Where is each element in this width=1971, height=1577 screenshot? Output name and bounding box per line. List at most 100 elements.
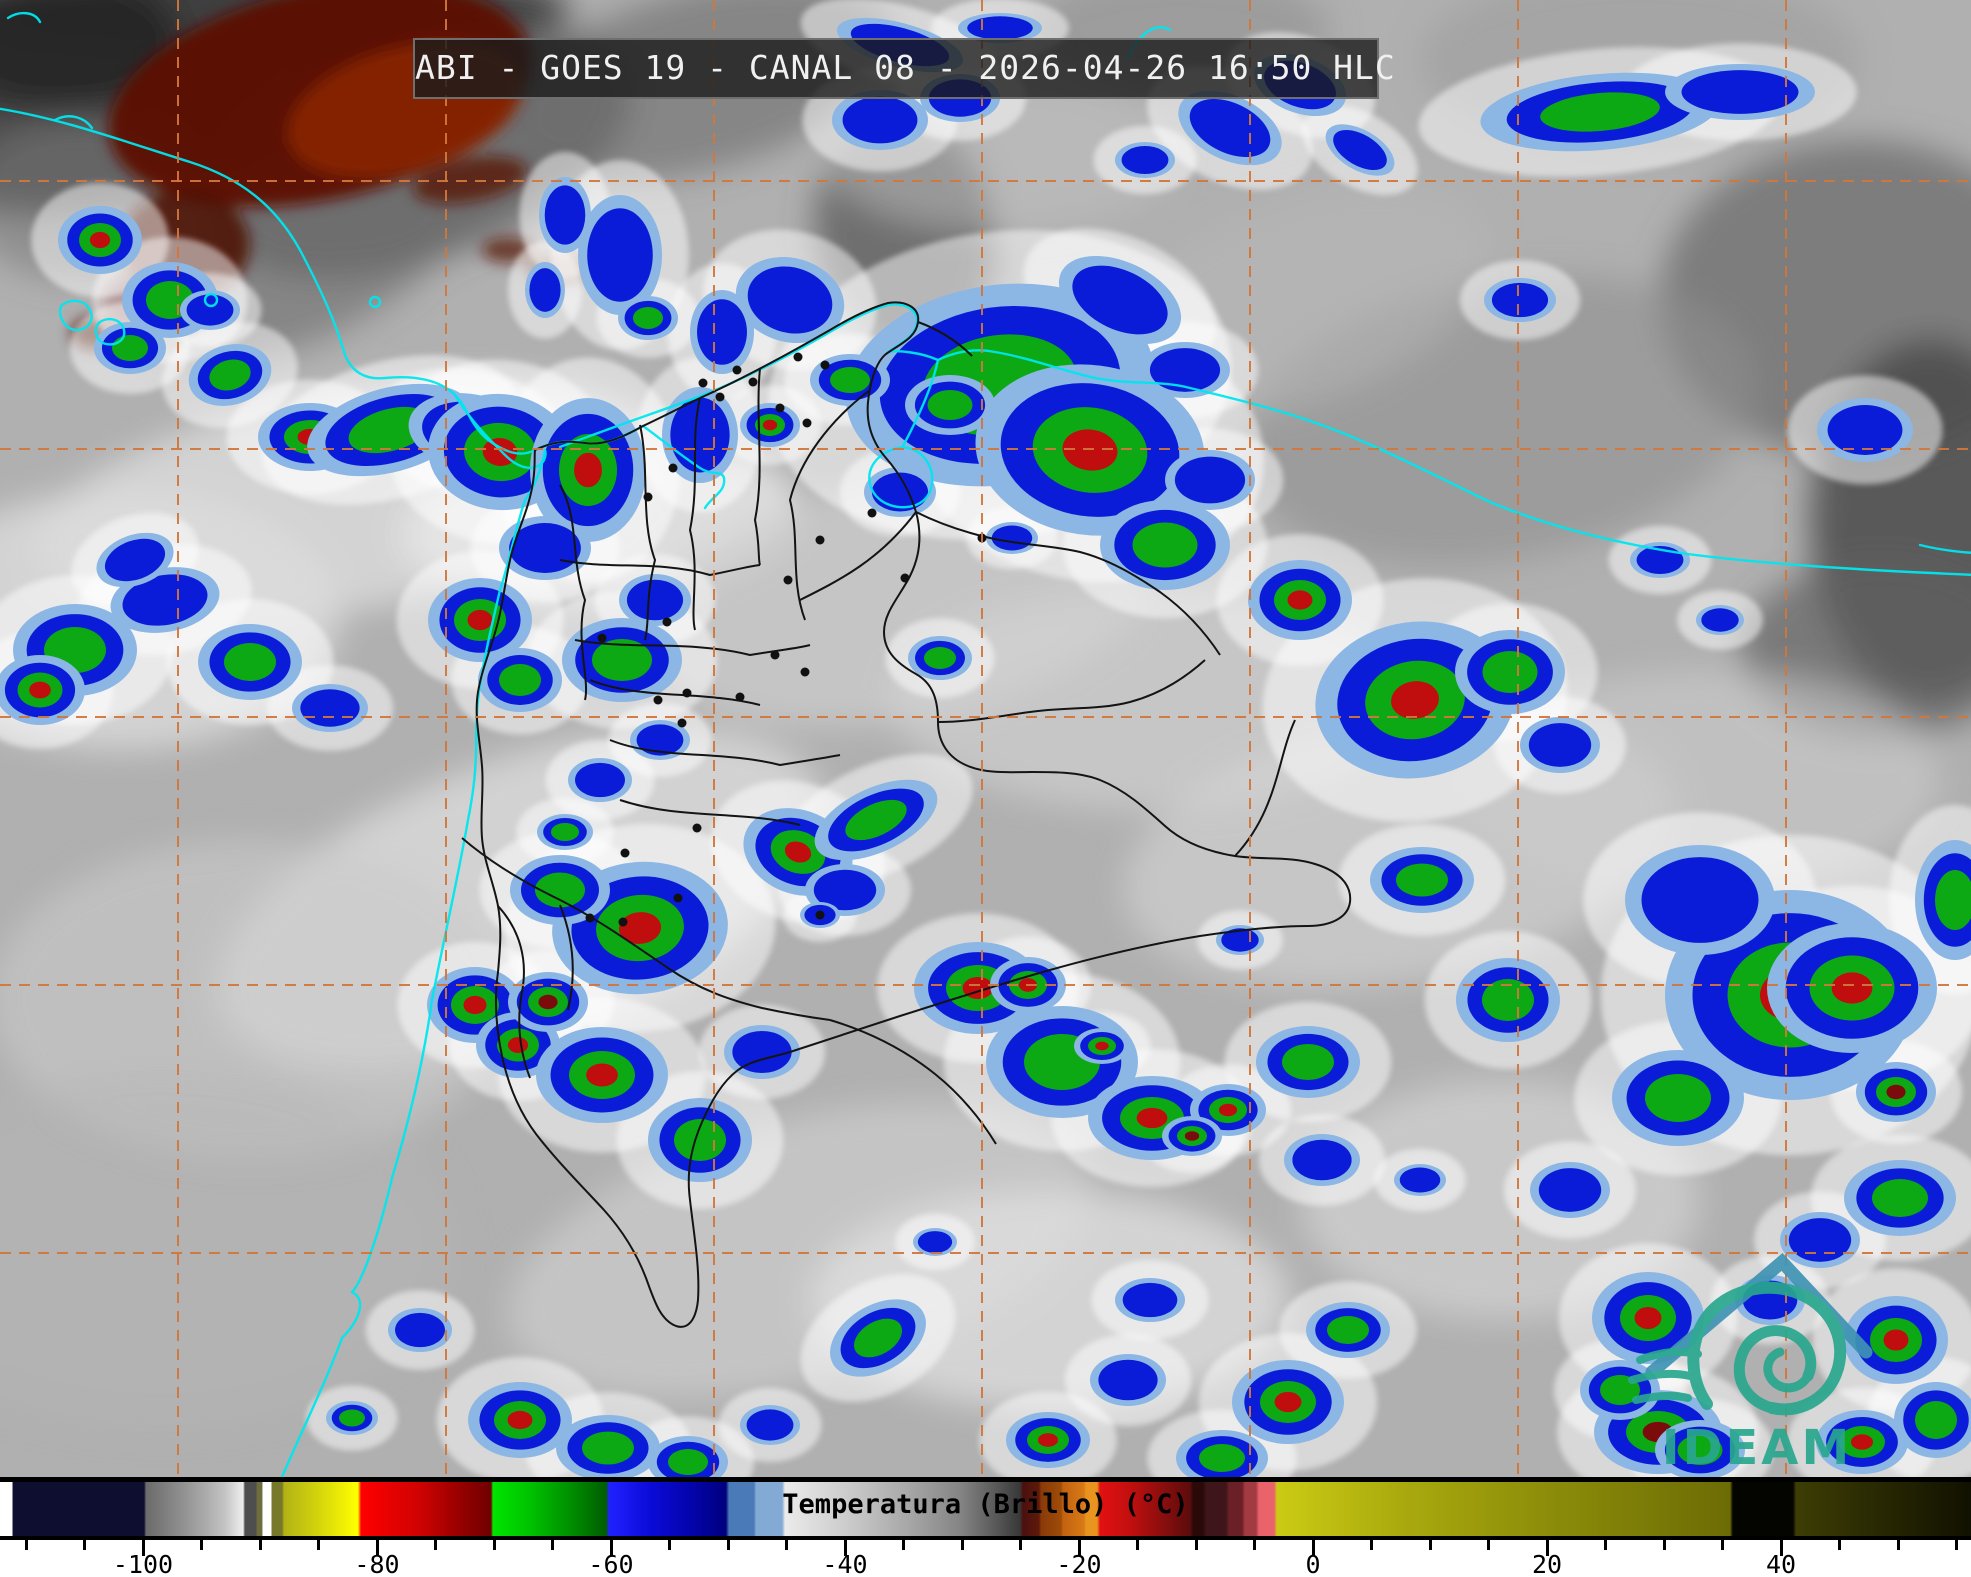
major-tick	[1311, 1540, 1315, 1556]
minor-tick	[1194, 1540, 1198, 1550]
storm-cell	[1325, 124, 1395, 176]
minor-tick	[434, 1540, 437, 1550]
major-tick	[609, 1540, 613, 1556]
minor-tick	[24, 1540, 28, 1550]
storm-cell-layer	[0, 13, 1971, 1477]
storm-cell	[478, 648, 562, 712]
minor-tick	[1721, 1540, 1724, 1550]
minor-tick	[1896, 1540, 1900, 1550]
graticule	[0, 0, 1971, 1477]
storm-cell	[568, 758, 632, 802]
minor-tick	[1662, 1540, 1666, 1550]
storm-cell	[1817, 398, 1913, 462]
colorbar-axis-line	[0, 1536, 1971, 1540]
storm-cell	[1256, 1026, 1360, 1098]
storm-cell	[1844, 1160, 1956, 1236]
tick-label: -60	[588, 1550, 634, 1577]
storm-cell	[198, 624, 302, 700]
major-tick	[843, 1540, 847, 1556]
storm-cell	[913, 1228, 957, 1256]
tick-label: -40	[822, 1550, 868, 1577]
storm-cell	[180, 290, 240, 330]
storm-cell	[1856, 1062, 1936, 1122]
title-text: ABI - GOES 19 - CANAL 08 - 2026-04-26 16…	[415, 48, 1396, 87]
tick-label: 0	[1305, 1550, 1321, 1577]
storm-cell	[1248, 560, 1352, 640]
ideam-logo-text: IDEAM	[1662, 1420, 1852, 1476]
storm-cell	[326, 1401, 378, 1435]
storm-cell	[525, 262, 565, 318]
tick-label: -20	[1056, 1550, 1102, 1577]
major-tick	[1077, 1540, 1081, 1556]
storm-cell	[1894, 1382, 1971, 1458]
storm-cell	[832, 90, 928, 150]
ideam-logo-swirl	[1636, 1348, 1702, 1364]
map-colorbar-divider	[0, 1477, 1971, 1482]
minor-tick	[492, 1540, 496, 1550]
storm-cell	[388, 1308, 452, 1352]
storm-cell	[556, 1415, 660, 1477]
storm-cell	[1306, 1302, 1390, 1358]
major-tick	[375, 1540, 379, 1556]
storm-cell	[1592, 1272, 1704, 1364]
minor-tick	[1370, 1540, 1373, 1550]
ideam-logo-swirl	[1763, 1347, 1813, 1393]
storm-cell	[578, 195, 662, 315]
storm-cell	[830, 1299, 926, 1377]
ideam-logo-swirl	[1632, 1391, 1692, 1404]
storm-cell	[814, 779, 938, 861]
minor-tick	[258, 1540, 262, 1550]
tick-label: 20	[1531, 1550, 1563, 1577]
storm-cell	[0, 655, 85, 725]
storm-cell	[690, 290, 754, 374]
minor-tick	[668, 1540, 671, 1550]
storm-cell	[96, 532, 174, 588]
minor-tick	[1604, 1540, 1607, 1550]
storm-cell	[1100, 500, 1230, 590]
map-canvas: IDEAM	[0, 0, 1971, 1477]
storm-cell	[1480, 72, 1720, 152]
ideam-logo-swirl	[1733, 1325, 1817, 1414]
minor-tick	[83, 1540, 86, 1550]
storm-cell	[1530, 1162, 1610, 1218]
storm-cell	[1394, 1164, 1446, 1196]
storm-cell	[1115, 142, 1175, 178]
storm-cell	[1816, 1410, 1908, 1474]
tick-label: -100	[112, 1550, 174, 1577]
tick-label: -80	[354, 1550, 400, 1577]
storm-cell	[536, 1027, 668, 1123]
storm-cell	[1655, 1420, 1745, 1477]
storm-cell	[1088, 1076, 1216, 1160]
storm-cell	[1455, 630, 1565, 714]
minor-tick	[1019, 1540, 1022, 1550]
storm-cell	[539, 177, 591, 253]
storm-cell	[740, 403, 800, 447]
storm-cell	[428, 578, 532, 662]
storm-cell	[1520, 717, 1600, 773]
storm-cell	[1058, 255, 1182, 345]
storm-cell	[1090, 1354, 1166, 1406]
storm-cell	[1165, 450, 1255, 510]
minor-tick	[1838, 1540, 1841, 1550]
colorbar	[0, 1482, 1971, 1536]
storm-cell	[1767, 923, 1937, 1053]
minor-tick	[317, 1540, 320, 1550]
storm-cell	[468, 1382, 572, 1458]
storm-cell	[735, 257, 845, 343]
minor-tick	[1136, 1540, 1139, 1550]
minor-tick	[200, 1540, 203, 1550]
storm-cell	[740, 1405, 800, 1445]
storm-cell	[648, 1436, 728, 1477]
storm-cell	[537, 814, 593, 850]
tick-label: 40	[1765, 1550, 1797, 1577]
storm-cell	[1844, 1296, 1948, 1384]
storm-cell	[1456, 958, 1560, 1042]
storm-cell	[1696, 605, 1744, 635]
storm-cell	[619, 574, 691, 626]
storm-cell	[1612, 1050, 1744, 1146]
storm-cell	[58, 206, 142, 274]
storm-cell	[1176, 1430, 1268, 1477]
storm-cell	[1232, 1360, 1344, 1444]
storm-cell	[1665, 64, 1815, 120]
